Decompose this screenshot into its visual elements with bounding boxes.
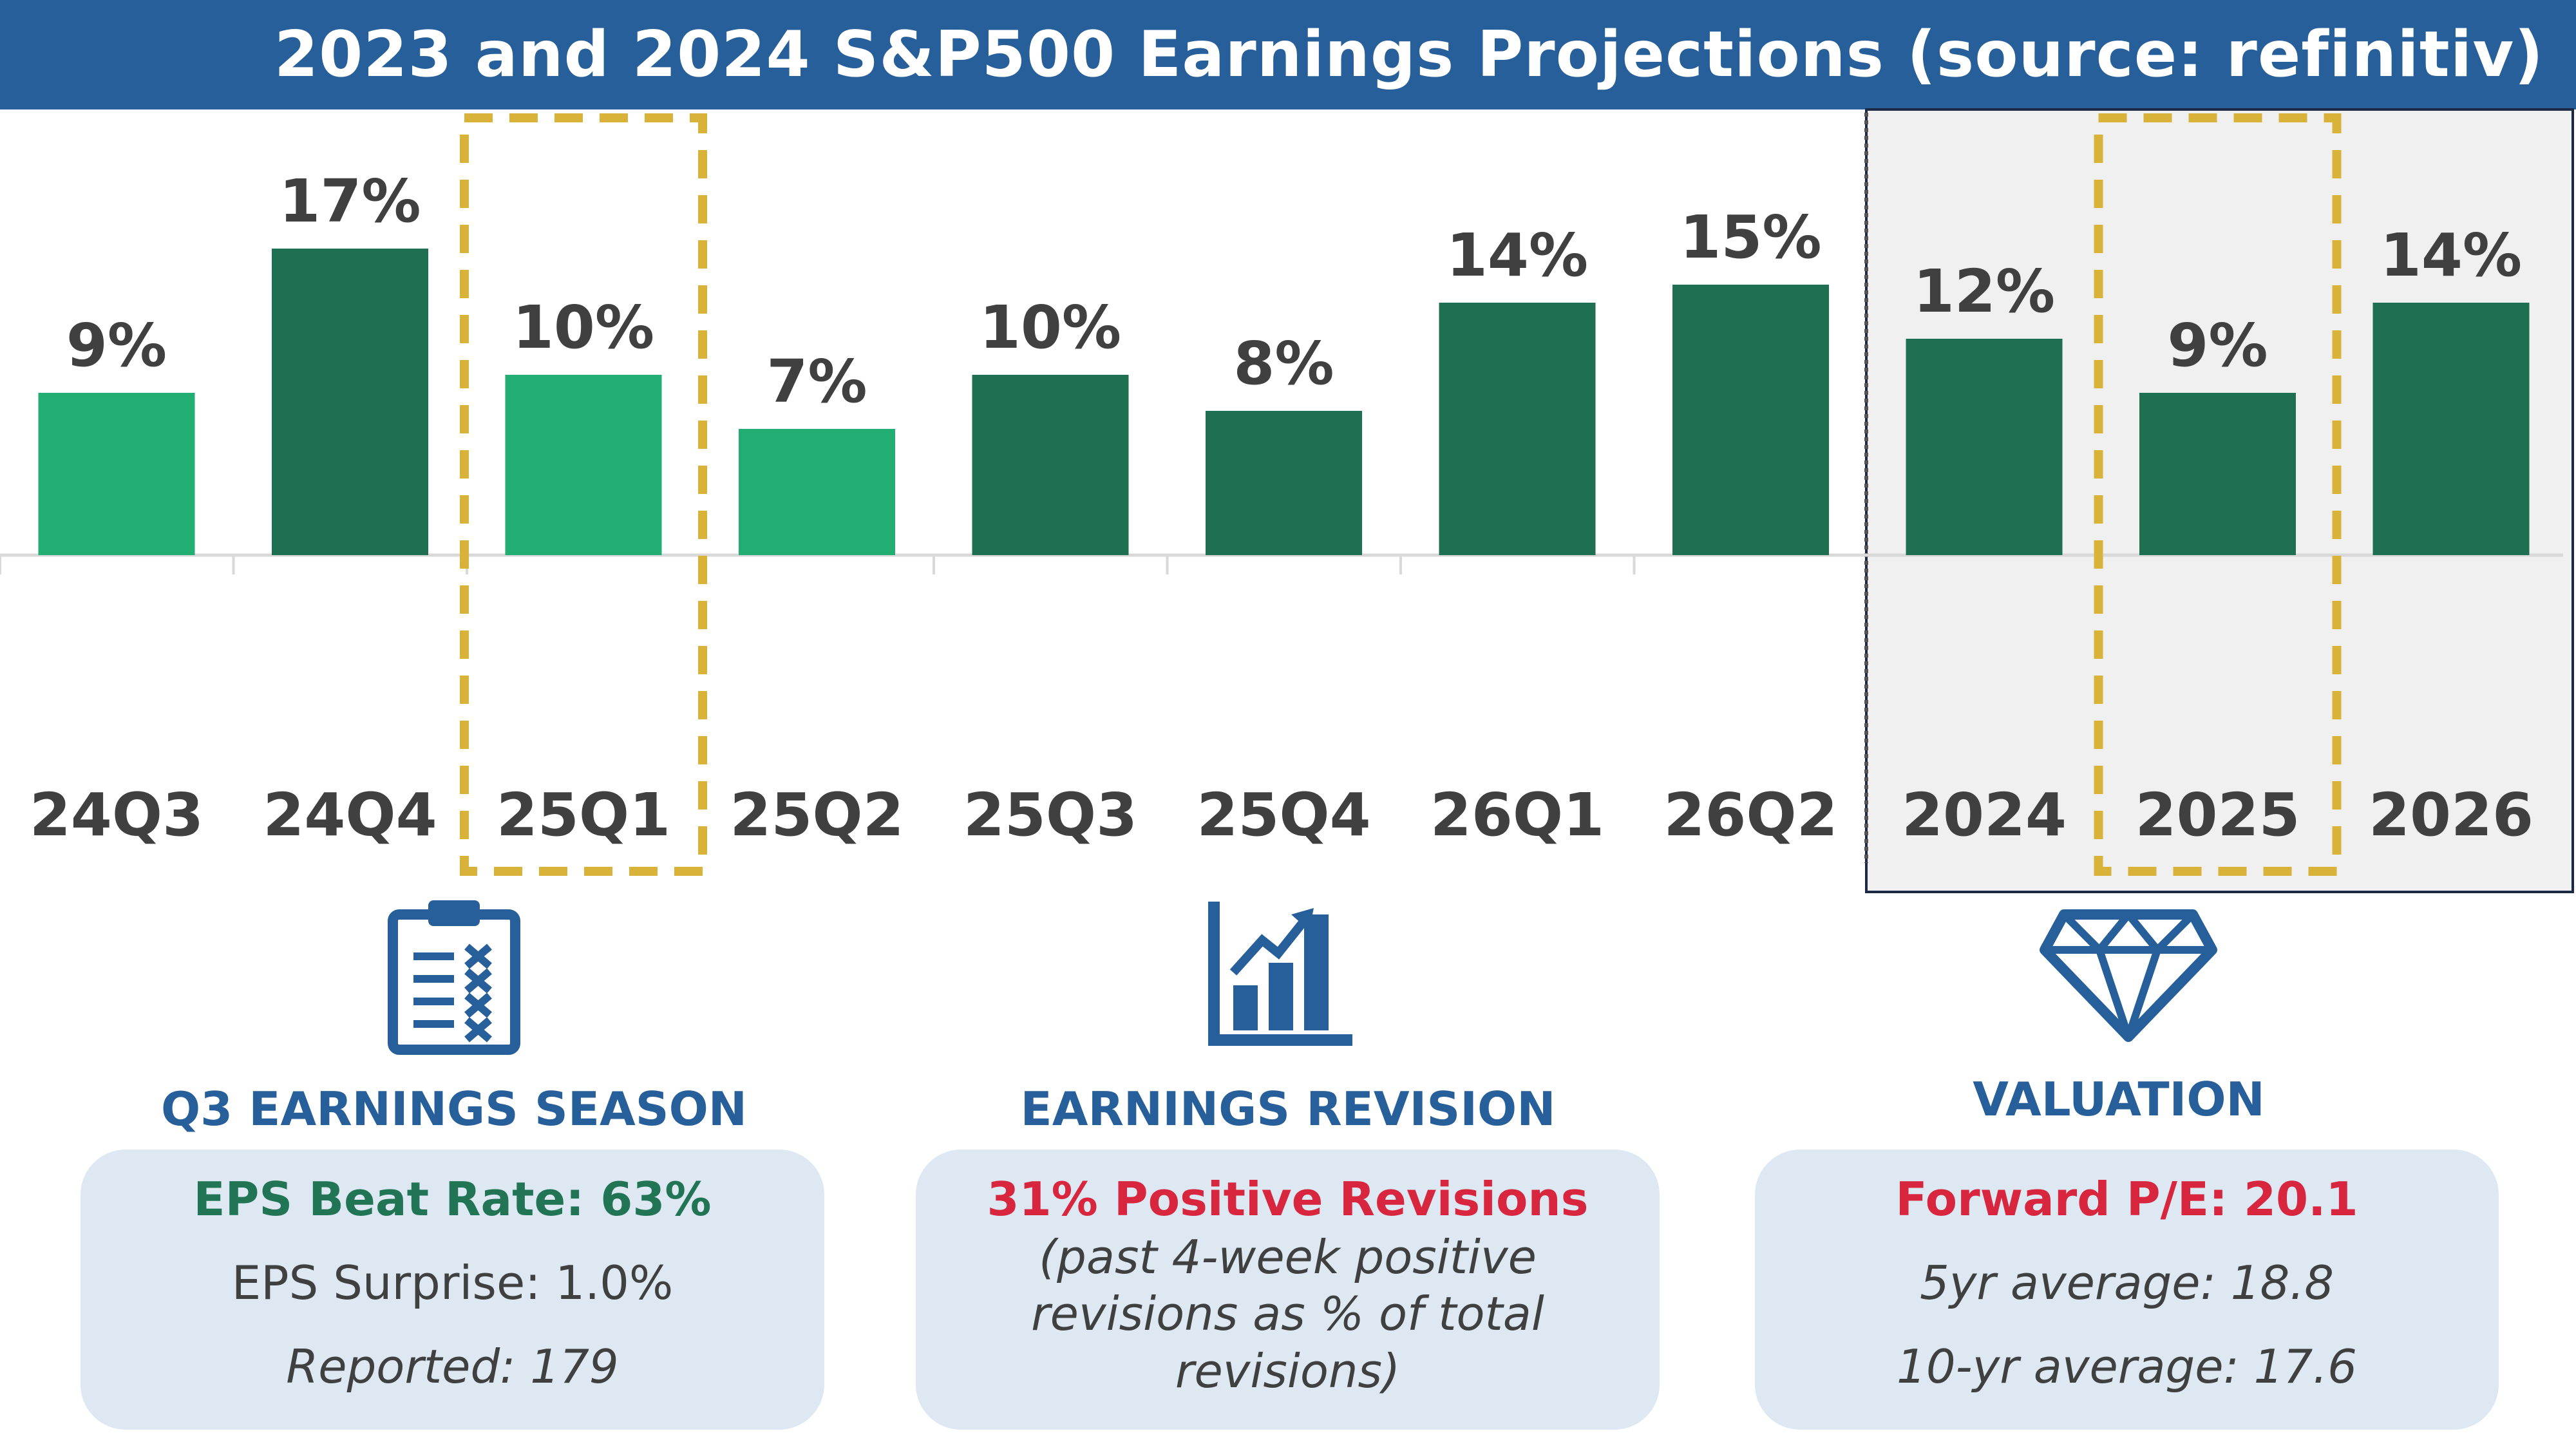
category-labels: 24Q3 24Q4 25Q1 25Q2 25Q3 25Q4 26Q1 26Q2 2024 2025… <box>30 781 2533 849</box>
category-label-2025: 2025 <box>2135 781 2300 849</box>
category-label-24Q4: 24Q4 <box>263 781 437 849</box>
earnings-growth-chart: 9% 17% 10% 7% 10% 8% 14% 15% 12% 9% 14% 24Q3 24Q4 25… <box>0 108 2574 893</box>
data-label-26Q2: 15% <box>1680 203 1821 272</box>
bar-2024 <box>1906 339 2063 555</box>
data-label-2026: 14% <box>2380 221 2522 290</box>
bar-2025 <box>2139 393 2296 555</box>
category-label-25Q1: 25Q1 <box>497 781 670 849</box>
earnings-revision-title: EARNINGS REVISION <box>1020 1082 1556 1136</box>
data-label-26Q1: 14% <box>1446 221 1588 290</box>
earnings-season-title: Q3 EARNINGS SEASON <box>160 1082 748 1136</box>
earnings-season-box: EPS Beat Rate: 63% EPS Surprise: 1.0% Re… <box>80 1150 824 1430</box>
earnings-revision-box: 31% Positive Revisions (past 4-week posi… <box>916 1150 1660 1430</box>
bar-series <box>38 249 2530 555</box>
category-label-25Q2: 25Q2 <box>730 781 904 849</box>
clipboard-checklist-icon <box>386 895 522 1056</box>
category-label-25Q4: 25Q4 <box>1197 781 1370 849</box>
bar-25Q2 <box>739 429 895 555</box>
eps-beat-rate: EPS Beat Rate: 63% <box>193 1172 712 1226</box>
data-label-25Q2: 7% <box>766 347 867 416</box>
data-label-25Q4: 8% <box>1233 329 1334 398</box>
data-label-25Q3: 10% <box>980 293 1121 362</box>
revision-note-line2: revisions as % of total <box>1031 1287 1544 1341</box>
eps-surprise: EPS Surprise: 1.0% <box>231 1256 674 1310</box>
bar-25Q4 <box>1206 411 1362 555</box>
forward-pe: Forward P/E: 20.1 <box>1895 1172 2358 1226</box>
data-label-2024: 12% <box>1913 257 2055 326</box>
bar-26Q2 <box>1672 285 1829 555</box>
ten-year-average: 10-yr average: 17.6 <box>1897 1340 2357 1394</box>
category-label-2024: 2024 <box>1902 781 2067 849</box>
valuation-box: Forward P/E: 20.1 5yr average: 18.8 10-y… <box>1755 1150 2499 1430</box>
reported-count: Reported: 179 <box>286 1340 619 1394</box>
bar-25Q1 <box>505 375 662 555</box>
diamond-icon <box>2038 908 2219 1043</box>
bar-chart-growth-icon <box>1208 902 1352 1046</box>
bar-25Q3 <box>972 375 1129 555</box>
revision-note-line3: revisions) <box>1175 1344 1401 1398</box>
category-label-26Q1: 26Q1 <box>1430 781 1604 849</box>
baseline-ticks <box>0 555 1636 574</box>
bar-2026 <box>2372 303 2530 555</box>
category-label-24Q3: 24Q3 <box>30 781 204 849</box>
revision-note-line1: (past 4-week positive <box>1039 1230 1537 1284</box>
data-label-24Q4: 17% <box>279 167 421 236</box>
bar-24Q3 <box>38 393 195 555</box>
bar-24Q4 <box>272 249 428 555</box>
data-label-24Q3: 9% <box>66 311 167 380</box>
chart-title-bar: 2023 and 2024 S&P500 Earnings Projection… <box>0 0 2576 109</box>
category-label-2026: 2026 <box>2369 781 2533 849</box>
positive-revisions: 31% Positive Revisions <box>987 1172 1589 1226</box>
five-year-average: 5yr average: 18.8 <box>1919 1256 2334 1310</box>
data-label-25Q1: 10% <box>513 293 654 362</box>
data-label-2025: 9% <box>2167 311 2268 380</box>
category-label-26Q2: 26Q2 <box>1663 781 1837 849</box>
valuation-title: VALUATION <box>1973 1072 2265 1126</box>
bar-26Q1 <box>1439 303 1596 555</box>
category-label-25Q3: 25Q3 <box>963 781 1137 849</box>
data-labels: 9% 17% 10% 7% 10% 8% 14% 15% 12% 9% 14% <box>66 167 2522 416</box>
chart-title: 2023 and 2024 S&P500 Earnings Projection… <box>274 18 2544 91</box>
